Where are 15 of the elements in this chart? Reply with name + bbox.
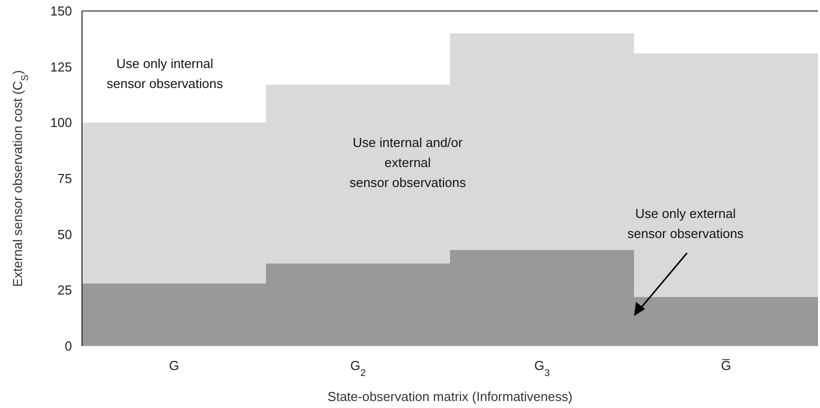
y-tick-label: 25 (58, 282, 72, 298)
x-tick-label: G$_{2}$ (350, 358, 366, 378)
x-tick-label: G̅ (720, 358, 732, 373)
y-tick-label: 125 (50, 59, 72, 74)
y-tick-label: 100 (50, 115, 72, 130)
x-axis-title: State-observation matrix (Informativeness) (328, 389, 572, 404)
x-tick-label: G (168, 358, 180, 373)
y-tick-label: 150 (50, 4, 72, 19)
annotation: Use only internal sensor observations (106, 56, 224, 91)
annotation: Use internal and/or external sensor observations (350, 135, 466, 190)
y-tick-label: 75 (58, 171, 72, 186)
y-tick-label: 50 (58, 226, 72, 242)
y-tick-label: 0 (64, 338, 72, 354)
x-tick-label: G$_{3}$ (534, 358, 550, 378)
annotation: Use only external sensor observations (627, 206, 744, 241)
